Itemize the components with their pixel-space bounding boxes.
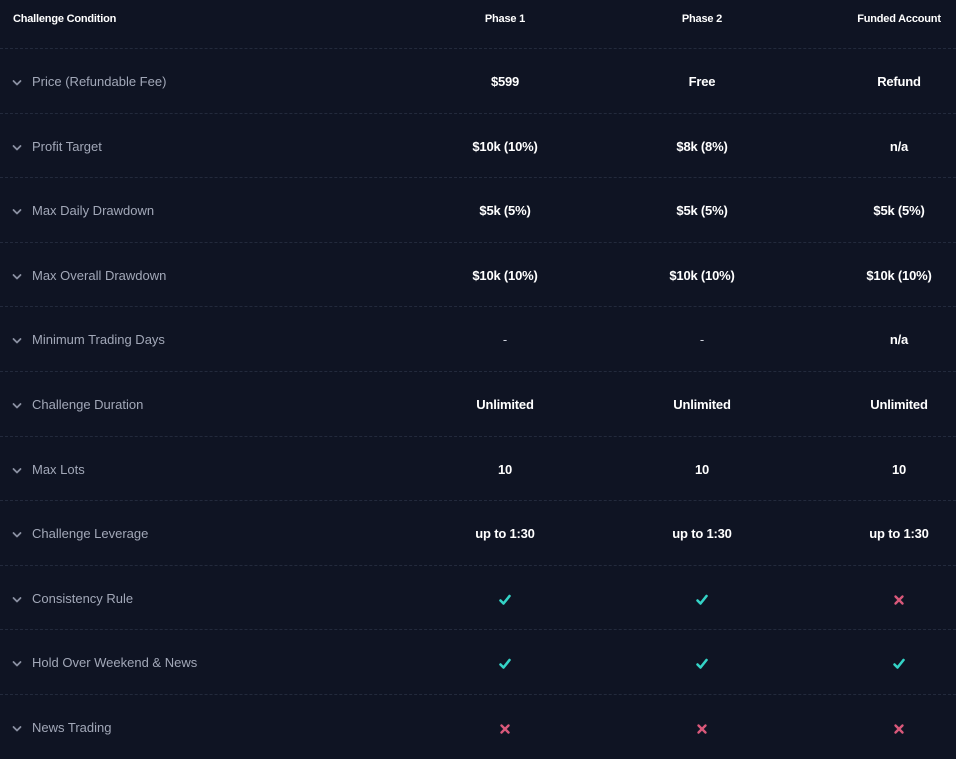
cell-value: n/a <box>889 332 909 348</box>
cell-value: up to 1:30 <box>672 526 732 542</box>
cell-value: $5k (5%) <box>676 203 728 219</box>
check-icon <box>695 593 709 607</box>
header-funded-account: Funded Account <box>857 13 941 25</box>
row-label: News Trading <box>32 719 112 735</box>
table-row[interactable]: Challenge Leverage up to 1:30 up to 1:30 up… <box>0 500 956 565</box>
chevron-down-icon[interactable] <box>12 660 22 668</box>
row-label: Minimum Trading Days <box>32 332 165 348</box>
chevron-down-icon[interactable] <box>12 144 22 152</box>
chevron-down-icon[interactable] <box>12 531 22 539</box>
row-label: Price (Refundable Fee) <box>32 74 167 89</box>
table-row[interactable]: Max Lots 10 10 10 <box>0 435 956 501</box>
table-row[interactable]: Profit Target $10k (10%) $8k (8%) n/a <box>0 112 956 178</box>
table-row[interactable]: Challenge Duration Unlimited Unlimited Unli… <box>0 370 956 436</box>
cross-icon <box>892 593 906 607</box>
cell-value: Free <box>688 74 716 89</box>
cell-value: $8k (8%) <box>676 138 728 154</box>
table-row[interactable]: Consistency Rule <box>0 564 956 630</box>
cell-value: up to 1:30 <box>475 526 535 542</box>
check-icon <box>695 657 709 671</box>
cell-value: 10 <box>694 461 710 477</box>
cell-value: $10k (10%) <box>866 267 932 283</box>
header-challenge-condition: Challenge Condition <box>13 13 117 25</box>
header-phase-1: Phase 1 <box>484 13 526 25</box>
row-label: Challenge Duration <box>32 396 144 412</box>
cell-value: $5k (5%) <box>873 203 925 219</box>
cell-value: $5k (5%) <box>479 203 531 219</box>
row-label: Consistency Rule <box>32 590 134 606</box>
cell-value: Unlimited <box>673 396 731 412</box>
cell-value: n/a <box>889 138 909 154</box>
table-row[interactable]: Max Overall Drawdown $10k (10%) $10k (10%)… <box>0 241 956 307</box>
cell-value: $10k (10%) <box>472 267 538 283</box>
chevron-down-icon[interactable] <box>12 596 22 604</box>
table-row[interactable]: Hold Over Weekend & News <box>0 629 956 694</box>
cross-icon <box>498 722 512 736</box>
row-label: Challenge Leverage <box>32 526 149 542</box>
chevron-down-icon[interactable] <box>12 402 22 410</box>
check-icon <box>498 593 512 607</box>
cell-value: up to 1:30 <box>869 526 929 542</box>
chevron-down-icon[interactable] <box>12 725 22 733</box>
row-label: Profit Target <box>32 138 102 154</box>
cross-icon <box>695 722 709 736</box>
table-body: Price (Refundable Fee) $599 Free Refund Prof… <box>0 48 956 759</box>
cell-value: Unlimited <box>476 396 534 412</box>
check-icon <box>892 657 906 671</box>
cell-value: Unlimited <box>870 396 928 412</box>
header-phase-2: Phase 2 <box>681 13 723 25</box>
chevron-down-icon[interactable] <box>12 208 22 216</box>
table-header: Challenge Condition Phase 1 Phase 2 Fund… <box>0 0 956 40</box>
cell-value: 10 <box>891 461 907 477</box>
table-row[interactable]: Minimum Trading Days - - n/a <box>0 306 956 371</box>
chevron-down-icon[interactable] <box>12 79 22 87</box>
row-label: Hold Over Weekend & News <box>32 655 198 671</box>
cell-value: $10k (10%) <box>472 138 538 154</box>
table-row[interactable]: News Trading <box>0 693 956 759</box>
cell-value: $599 <box>490 74 520 89</box>
chevron-down-icon[interactable] <box>12 337 22 345</box>
row-label: Max Lots <box>32 461 85 477</box>
cell-value: - <box>502 332 508 348</box>
cell-value: 10 <box>497 461 513 477</box>
chevron-down-icon[interactable] <box>12 467 22 475</box>
cell-value: $10k (10%) <box>669 267 735 283</box>
cross-icon <box>892 722 906 736</box>
cell-value: Refund <box>877 74 921 89</box>
row-label: Max Daily Drawdown <box>32 203 155 219</box>
cell-value: - <box>699 332 705 348</box>
table-row[interactable]: Price (Refundable Fee) $599 Free Refund <box>0 48 956 113</box>
table-row[interactable]: Max Daily Drawdown $5k (5%) $5k (5%) $5k (5… <box>0 177 956 242</box>
chevron-down-icon[interactable] <box>12 273 22 281</box>
check-icon <box>498 657 512 671</box>
row-label: Max Overall Drawdown <box>32 267 167 283</box>
